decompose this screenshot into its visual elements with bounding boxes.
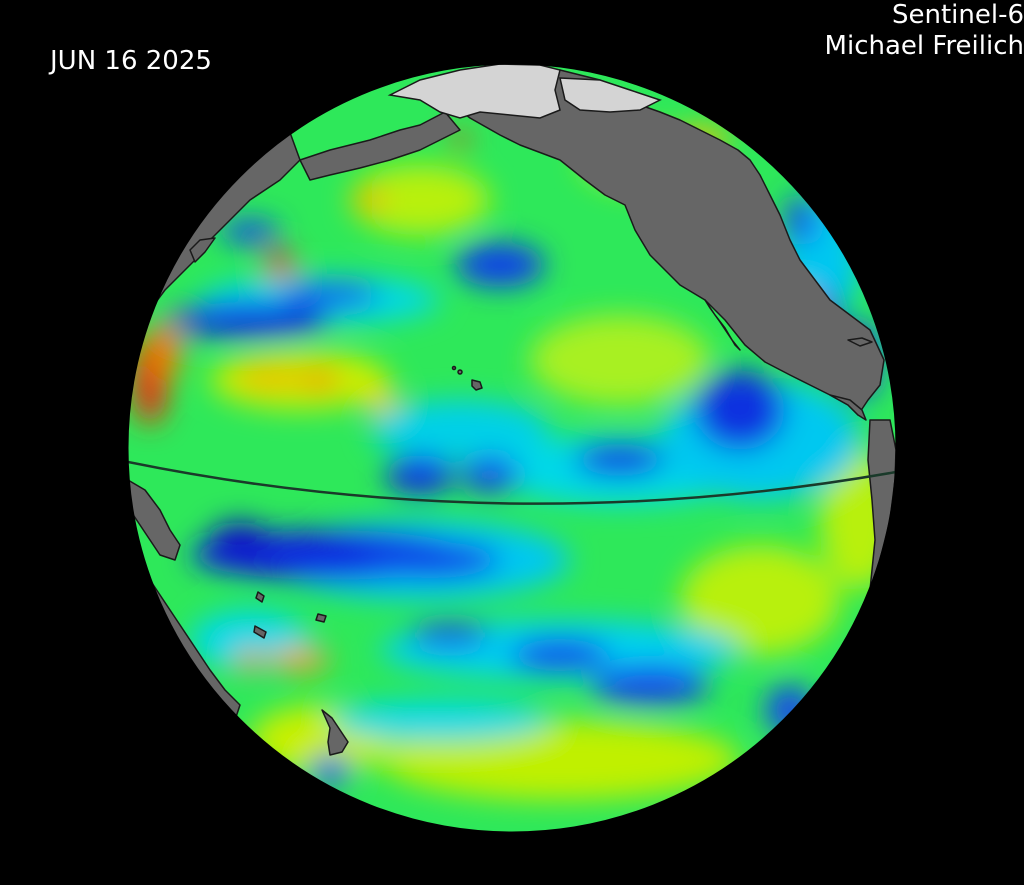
maritime-continent (128, 479, 181, 561)
date-label: JUN 16 2025 (50, 46, 212, 76)
mission-name-line2: Michael Freilich (824, 31, 1024, 61)
arctic-islands-ice (559, 77, 662, 113)
mission-name-line1: Sentinel-6 (891, 0, 1024, 30)
alaska (299, 111, 461, 181)
baja-california (704, 299, 741, 351)
north-america (439, 69, 885, 416)
hawaii (471, 379, 483, 391)
new-zealand (321, 709, 349, 756)
globe-outline (127, 63, 897, 833)
mission-title: Sentinel-6 Michael Freilich (0, 0, 1024, 62)
japan (189, 237, 216, 263)
ice-caps (379, 64, 662, 832)
arctic-ice (387, 64, 561, 119)
central-america (829, 394, 867, 421)
caribbean-islands (847, 337, 873, 347)
globe-clip-group (128, 64, 896, 832)
equator-line (128, 460, 896, 505)
